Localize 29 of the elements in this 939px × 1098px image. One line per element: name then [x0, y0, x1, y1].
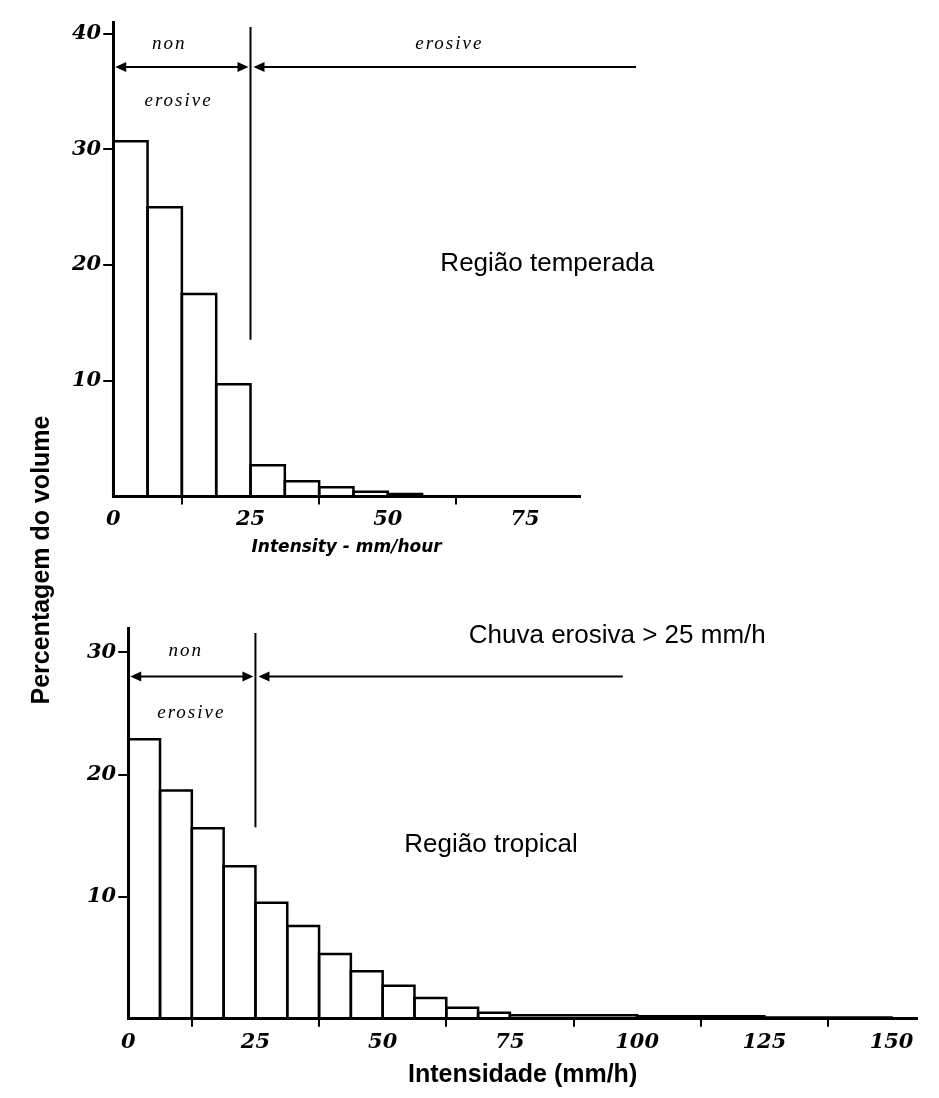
annotation: Região temperada [434, 244, 661, 280]
y-axis-title: Percentagem do volume [25, 415, 55, 705]
x-tick-label: 0 [105, 505, 121, 531]
x-tick-label: 25 [239, 1027, 271, 1053]
x-tick-label: 75 [495, 1027, 525, 1053]
x-axis-title: Intensity - mm/hour [251, 536, 444, 557]
y-tick-label: 30 [71, 134, 102, 160]
y-tick-label: 10 [71, 366, 102, 392]
x-tick-label: 150 [869, 1027, 914, 1053]
x-tick-label: 75 [510, 505, 540, 531]
annotation: non [168, 638, 204, 661]
annotation: erosive [415, 32, 484, 55]
y-tick-label: 20 [85, 760, 117, 785]
x-tick-label: 100 [615, 1027, 660, 1053]
x-tick-label: 0 [120, 1027, 136, 1053]
annotation: erosive [144, 89, 213, 112]
annotation: non [151, 32, 187, 55]
x-tick-label: 125 [742, 1027, 787, 1053]
annotation: erosive [157, 701, 226, 724]
y-tick-label: 20 [70, 250, 102, 276]
y-tick-label: 10 [86, 882, 117, 908]
annotation: Chuva erosiva > 25 mm/h [462, 616, 772, 652]
y-tick-label: 30 [86, 637, 117, 663]
y-tick-label: 40 [71, 19, 102, 45]
annotation: Região tropical [398, 825, 584, 861]
x-tick-label: 25 [234, 505, 266, 531]
x-tick-label: 50 [373, 505, 403, 531]
x-axis-title: Intensidade (mm/h) [408, 1058, 638, 1087]
x-tick-label: 50 [368, 1027, 398, 1053]
